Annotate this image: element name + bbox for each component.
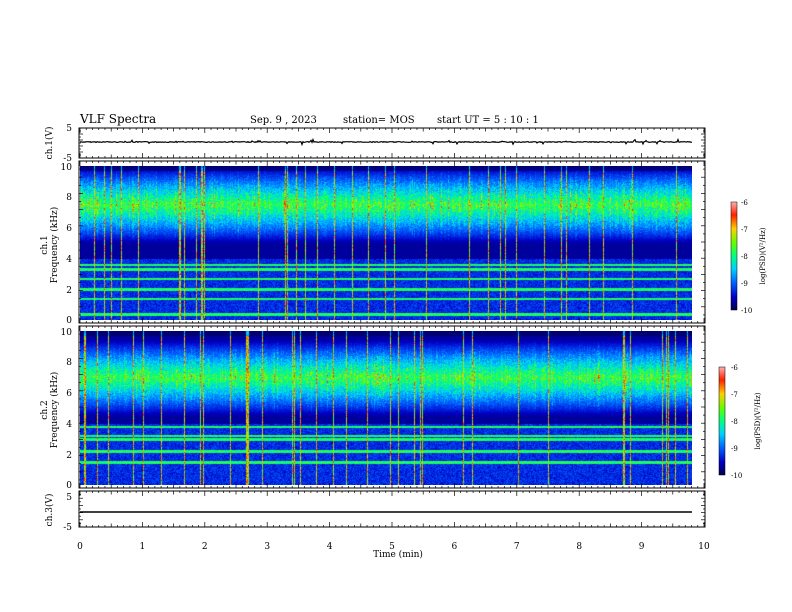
ch1-spec-ytick-8: 8 (66, 193, 72, 203)
ch1-spec-ylabel-freq: Frequency (kHz) (49, 207, 60, 284)
ch1-spectrogram-panel: 0 2 4 6 8 10 ch.1 Frequency (kHz) -6 -7 … (40, 160, 767, 326)
start-time-label: start UT = 5 : 10 : 1 (437, 115, 539, 126)
ch1-spectrogram-image (80, 166, 692, 320)
ch3-waveform-ylabel: ch.3(V) (44, 494, 55, 527)
ch3-waveform-panel: 5 -5 ch.3(V) (44, 490, 706, 533)
time-axis: 0 1 2 3 4 5 6 7 8 9 10 (77, 542, 710, 552)
ch1-ytick-top: 5 (66, 124, 72, 134)
station-label: station= MOS (343, 115, 415, 126)
time-tick-label-6: 6 (452, 542, 458, 552)
ch2-spec-ytick-4: 4 (66, 420, 72, 430)
ch1-cbar-tick-m10: -10 (741, 307, 752, 315)
ch1-spec-ytick-2: 2 (66, 286, 72, 296)
ch2-spec-ytick-10: 10 (61, 328, 73, 338)
ch2-cbar-tick-m6: -6 (731, 364, 738, 372)
time-tick-label-5: 5 (389, 542, 395, 552)
time-tick-label-7: 7 (514, 542, 520, 552)
ch2-cbar-tick-m7: -7 (731, 391, 738, 399)
time-axis-label: Time (min) (373, 549, 423, 560)
time-tick-label-10: 10 (698, 542, 710, 552)
ch1-cbar-tick-m8: -8 (741, 253, 748, 261)
ch1-spec-ylabel-channel: ch.1 (40, 235, 50, 254)
ch1-cbar-tick-m6: -6 (741, 199, 748, 207)
ch3-ytick-top: 5 (66, 493, 72, 503)
ch1-waveform-ylabel: ch.1(V) (44, 127, 55, 160)
ch1-spec-ytick-0: 0 (66, 316, 72, 326)
ch2-colorbar (718, 366, 726, 476)
ch1-ytick-bottom: -5 (63, 154, 72, 164)
time-tick-label-4: 4 (327, 542, 333, 552)
ch2-cbar-tick-m9: -9 (731, 445, 738, 453)
ch1-waveform-path (79, 137, 693, 147)
ch1-spec-ytick-10: 10 (61, 163, 73, 173)
date-label: Sep. 9 , 2023 (250, 115, 317, 126)
ch1-colorbar-label: log(PSD)(V²/Hz) (759, 227, 767, 284)
ch2-spec-ytick-0: 0 (66, 481, 72, 491)
time-tick-label-8: 8 (576, 542, 582, 552)
time-tick-label-3: 3 (264, 542, 270, 552)
time-tick-label-9: 9 (639, 542, 645, 552)
ch1-cbar-tick-m7: -7 (741, 226, 748, 234)
ch1-colorbar (730, 201, 738, 311)
ch3-ytick-bottom: -5 (63, 523, 72, 533)
ch2-spectrogram-image (80, 331, 692, 485)
ch2-spectrogram-panel: 0 2 4 6 8 10 ch.2 Frequency (kHz) -6 -7 … (40, 325, 762, 491)
ch2-spec-ytick-6: 6 (66, 389, 72, 399)
ch3-waveform-frame (78, 490, 706, 528)
figure-title: VLF Spectra (79, 112, 156, 126)
ch2-spec-ylabel-freq: Frequency (kHz) (49, 372, 60, 449)
ch2-spec-ytick-2: 2 (66, 451, 72, 461)
ch2-spec-ylabel-channel: ch.2 (40, 400, 50, 419)
ch1-spec-ytick-4: 4 (66, 255, 72, 265)
time-tick-label-1: 1 (140, 542, 146, 552)
ch1-cbar-tick-m9: -9 (741, 280, 748, 288)
ch2-colorbar-label: log(PSD)(V²/Hz) (754, 392, 762, 449)
ch1-waveform-panel: 5 -5 ch.1(V) (44, 124, 706, 164)
ch2-cbar-tick-m10: -10 (731, 472, 742, 480)
ch2-spec-ytick-8: 8 (66, 358, 72, 368)
time-tick-label-0: 0 (77, 542, 83, 552)
ch1-spec-ytick-6: 6 (66, 224, 72, 234)
time-tick-label-2: 2 (202, 542, 208, 552)
ch2-cbar-tick-m8: -8 (731, 418, 738, 426)
axis-ticks (79, 127, 705, 528)
